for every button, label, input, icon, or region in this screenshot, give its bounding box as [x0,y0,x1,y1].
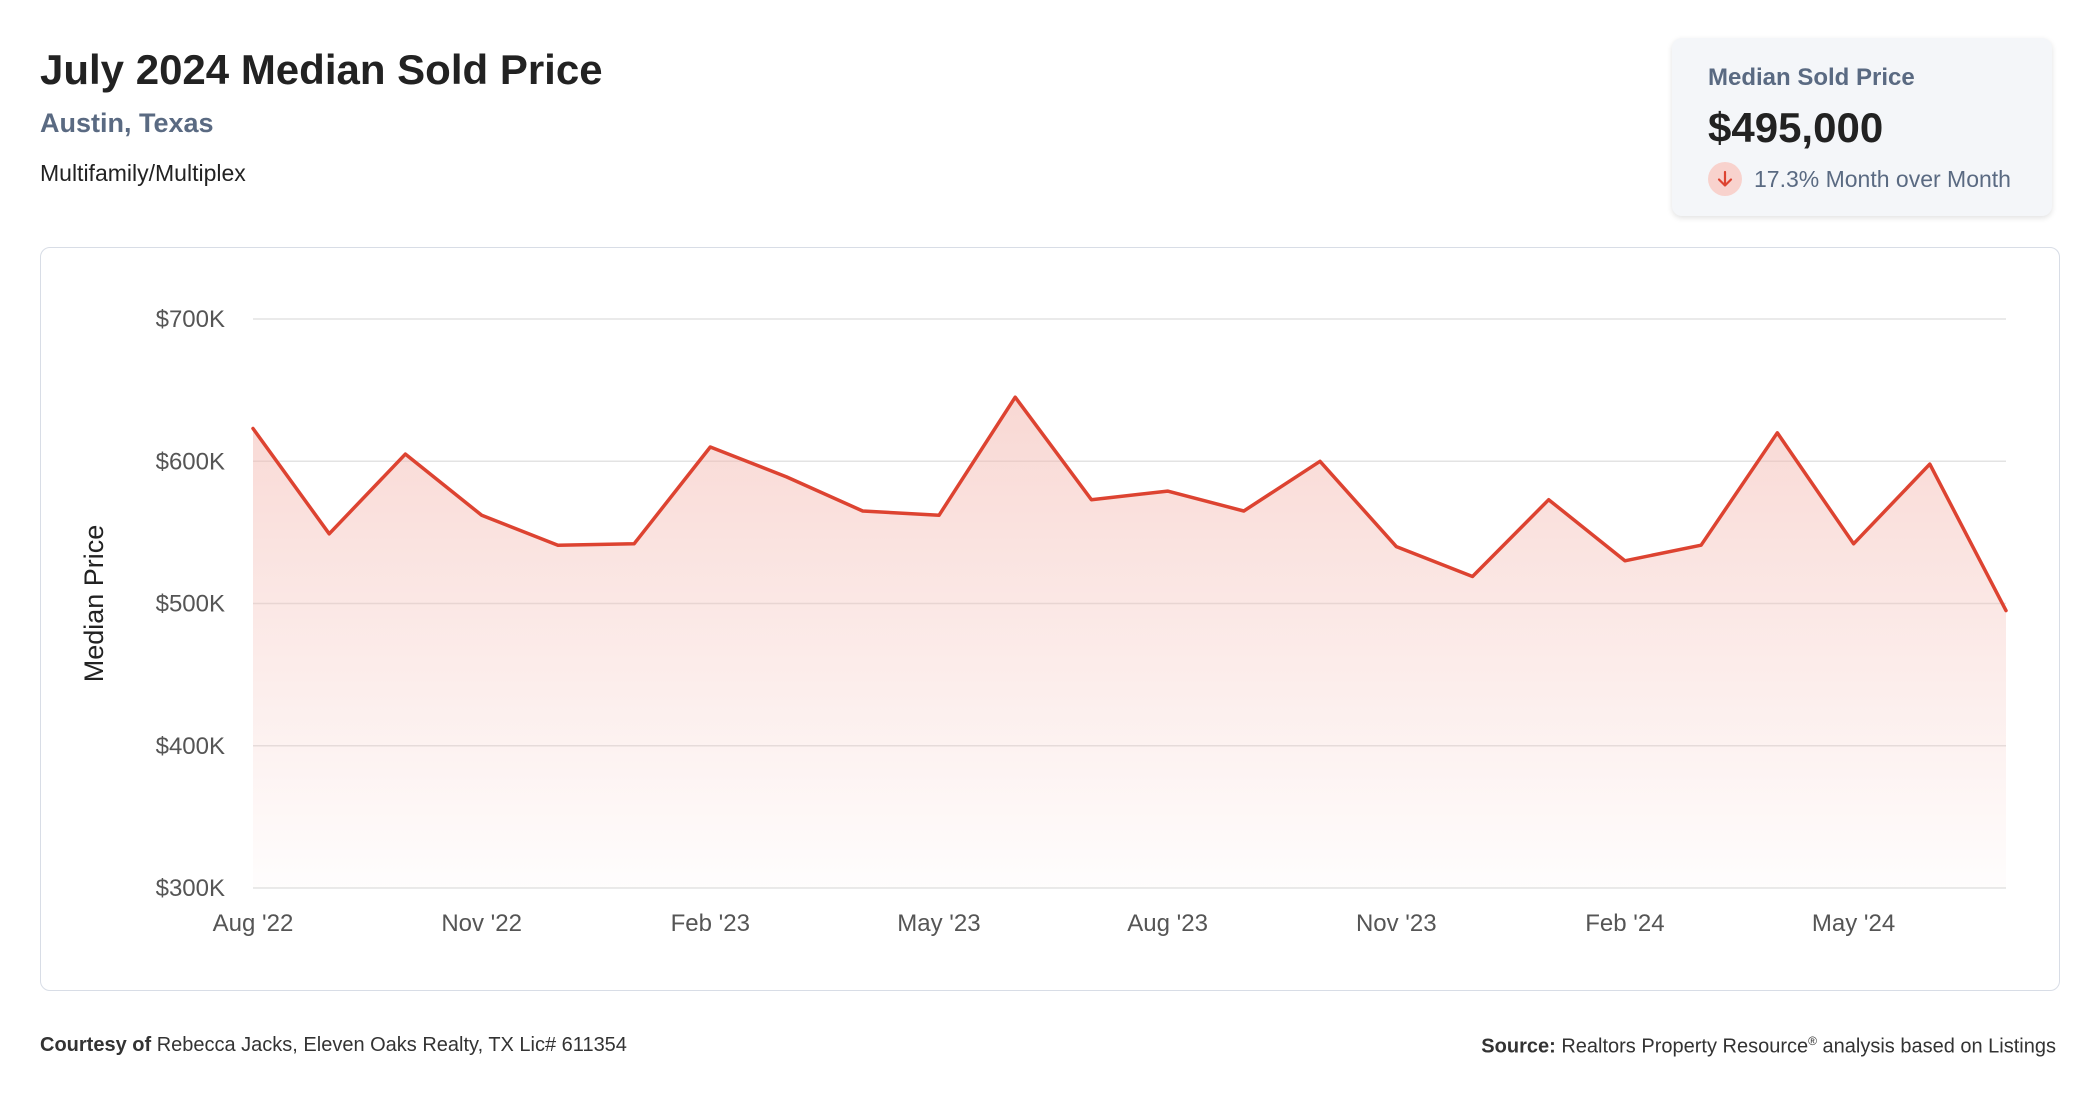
y-tick-label: $700K [156,306,225,333]
page-title: July 2024 Median Sold Price [40,46,603,93]
data-point[interactable] [1088,497,1094,503]
data-point[interactable] [479,512,485,518]
data-point[interactable] [784,474,790,480]
median-price-chart: $300K $400K $500K $600K $700K Aug '22 Nov '22 F… [79,306,2009,937]
data-point[interactable] [860,508,866,514]
courtesy-text: Rebecca Jacks, Eleven Oaks Realty, TX Li… [156,1034,627,1056]
data-point[interactable] [250,426,256,432]
registered-mark: ® [1808,1034,1817,1048]
data-point[interactable] [1469,573,1475,579]
y-tick-label: $400K [156,733,225,760]
footer-courtesy: Courtesy of Rebecca Jacks, Eleven Oaks R… [40,1034,627,1057]
stat-label: Median Sold Price [1708,64,1915,91]
stat-value: $495,000 [1708,104,1884,151]
x-tick-label: May '23 [897,910,980,937]
courtesy-label: Courtesy of [40,1034,152,1056]
source-label: Source: [1481,1035,1556,1058]
y-tick-label: $300K [156,875,225,902]
data-point[interactable] [1012,394,1018,400]
y-tick-label: $500K [156,591,225,618]
source-suffix: analysis based on Listings [1822,1035,2056,1058]
y-axis-label: Median Price [79,525,109,683]
median-price-stat-card: Median Sold Price $495,000 17.3% Month o… [1672,38,2052,216]
location-subtitle: Austin, Texas [40,108,214,138]
data-point[interactable] [1393,544,1399,550]
data-point[interactable] [326,531,332,537]
x-tick-label: May '24 [1812,910,1895,937]
y-tick-label: $600K [156,448,225,475]
data-point[interactable] [2003,608,2009,614]
series-line [251,395,2008,613]
x-tick-label: Feb '24 [1585,910,1664,937]
chart-container: $300K $400K $500K $600K $700K Aug '22 Nov '22 F… [40,247,2060,991]
data-point[interactable] [707,444,713,450]
data-point[interactable] [1546,497,1552,503]
property-category: Multifamily/Multiplex [40,160,246,186]
arrow-down-icon [1708,162,1742,196]
stat-change-text: 17.3% Month over Month [1754,165,2011,192]
x-tick-label: Nov '23 [1356,910,1437,937]
series-area [253,397,2006,888]
data-point[interactable] [1774,430,1780,436]
x-tick-label: Aug '22 [213,910,294,937]
data-point[interactable] [1317,458,1323,464]
data-point[interactable] [402,451,408,457]
data-point[interactable] [1698,542,1704,548]
data-point[interactable] [555,542,561,548]
footer-source: Source: Realtors Property Resource® anal… [1481,1034,2056,1059]
x-tick-label: Feb '23 [671,910,750,937]
data-point[interactable] [1851,541,1857,547]
data-point[interactable] [1241,508,1247,514]
data-point[interactable] [936,512,942,518]
stat-change: 17.3% Month over Month [1708,162,2011,196]
source-text: Realtors Property Resource [1561,1035,1809,1058]
x-tick-label: Nov '22 [441,910,522,937]
x-tick-label: Aug '23 [1127,910,1208,937]
data-point[interactable] [1622,558,1628,564]
data-point[interactable] [1165,488,1171,494]
data-point[interactable] [1927,461,1933,467]
data-point[interactable] [631,541,637,547]
